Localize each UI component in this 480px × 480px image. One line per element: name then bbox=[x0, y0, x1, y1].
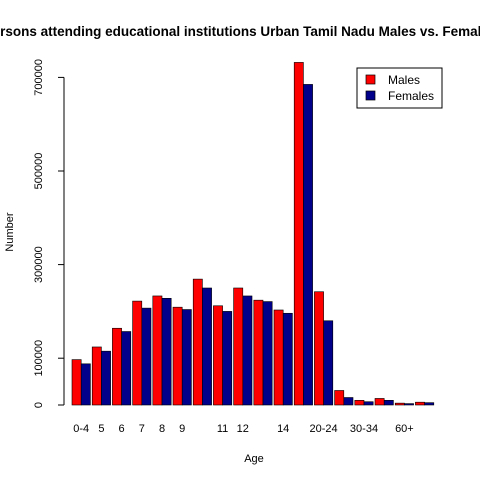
x-tick-label: 5 bbox=[98, 423, 104, 435]
x-tick-label: 11 bbox=[217, 423, 228, 435]
bar-males-7 bbox=[213, 305, 223, 406]
legend-swatch-females bbox=[365, 90, 376, 101]
bar-females-10 bbox=[282, 312, 293, 406]
x-tick-label: 6 bbox=[119, 423, 125, 435]
bar-females-1 bbox=[101, 350, 111, 406]
bar-males-12 bbox=[314, 291, 324, 406]
bar-females-13 bbox=[343, 397, 354, 406]
x-tick-label: 0-4 bbox=[73, 423, 89, 435]
y-tick-label: 700000 bbox=[33, 59, 45, 96]
bar-females-4 bbox=[161, 297, 172, 406]
bar-males-6 bbox=[192, 278, 203, 406]
chart-title: Persons attending educational institutio… bbox=[0, 24, 480, 39]
y-axis-label: Number bbox=[4, 212, 16, 251]
bar-females-5 bbox=[181, 309, 192, 406]
bar-males-17 bbox=[415, 401, 425, 406]
x-axis-tick-labels: 0-4 5 6 7 8 9 11 12 14 20-24 30-34 60+ bbox=[73, 423, 413, 435]
bar-females-17 bbox=[424, 402, 435, 406]
bar-females-11 bbox=[303, 84, 313, 406]
x-tick-label: 8 bbox=[159, 423, 165, 435]
bar-males-11 bbox=[293, 62, 304, 406]
legend-label-males: Males bbox=[388, 73, 420, 87]
legend-label-females: Females bbox=[388, 89, 434, 103]
bar-females-6 bbox=[202, 287, 212, 406]
bar-males-0 bbox=[71, 359, 82, 406]
bar-females-9 bbox=[262, 301, 273, 406]
bar-males-14 bbox=[354, 400, 365, 406]
x-axis-label: Age bbox=[244, 453, 264, 465]
x-tick-label: 14 bbox=[277, 423, 289, 435]
bar-females-7 bbox=[222, 311, 233, 406]
x-tick-label: 20-24 bbox=[310, 423, 338, 435]
bar-females-15 bbox=[383, 400, 394, 406]
bar-males-16 bbox=[394, 402, 405, 406]
bar-males-4 bbox=[152, 295, 163, 406]
legend: Males Females bbox=[356, 67, 443, 109]
x-tick-label: 12 bbox=[237, 423, 249, 435]
bar-females-16 bbox=[404, 403, 414, 406]
y-tick-label: 300000 bbox=[33, 246, 45, 283]
bar-males-2 bbox=[112, 327, 122, 406]
y-tick-label: 500000 bbox=[33, 153, 45, 190]
bar-females-0 bbox=[80, 363, 91, 406]
legend-swatch-males bbox=[365, 74, 376, 85]
bar-males-1 bbox=[91, 346, 102, 406]
bar-females-3 bbox=[141, 307, 152, 406]
y-tick-label: 0 bbox=[33, 402, 45, 408]
bar-males-13 bbox=[334, 390, 345, 406]
bar-females-12 bbox=[323, 320, 334, 406]
bar-males-8 bbox=[233, 287, 244, 406]
y-tick-label: 100000 bbox=[33, 340, 45, 377]
bars-group bbox=[71, 62, 435, 406]
x-tick-label: 7 bbox=[139, 423, 145, 435]
x-tick-label: 60+ bbox=[395, 423, 414, 435]
bar-males-15 bbox=[374, 398, 385, 406]
x-tick-label: 9 bbox=[179, 423, 185, 435]
bar-females-14 bbox=[363, 401, 374, 406]
y-axis: 0 100000 300000 500000 700000 bbox=[33, 59, 65, 408]
bar-females-2 bbox=[121, 331, 132, 406]
bar-males-10 bbox=[273, 309, 284, 406]
bar-males-9 bbox=[253, 299, 264, 406]
x-tick-label: 30-34 bbox=[350, 423, 378, 435]
bar-males-3 bbox=[132, 300, 143, 406]
bar-males-5 bbox=[172, 306, 183, 406]
bar-females-8 bbox=[242, 295, 253, 406]
